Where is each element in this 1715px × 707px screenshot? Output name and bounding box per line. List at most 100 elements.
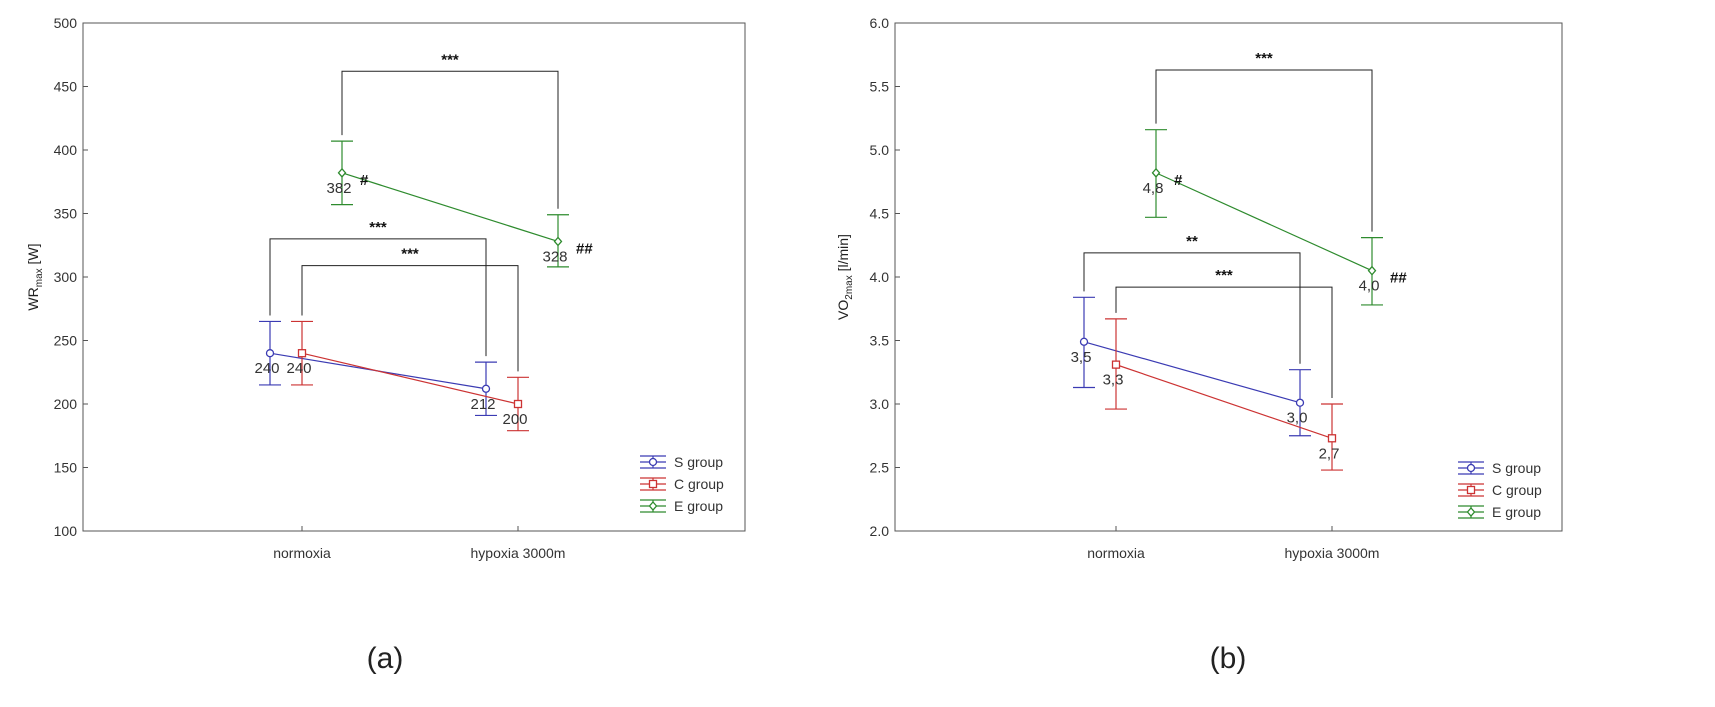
- data-label: 4,0: [1359, 278, 1380, 295]
- significance-label: ***: [1215, 267, 1233, 284]
- y-tick-label: 150: [54, 460, 78, 476]
- y-tick-label: 200: [54, 396, 78, 412]
- y-axis-label-main: WR: [25, 287, 41, 310]
- y-tick-label: 500: [54, 15, 78, 31]
- data-point: [1367, 265, 1377, 276]
- data-point: [481, 384, 491, 393]
- plot-frame: [82, 22, 746, 532]
- series-line: [301, 352, 519, 405]
- y-tick-label: 2.5: [870, 460, 890, 476]
- data-label: 3,3: [1103, 372, 1124, 389]
- y-tick-label: 100: [54, 523, 78, 539]
- significance-mark: ##: [576, 240, 593, 257]
- y-tick-label: 6.0: [870, 15, 890, 31]
- significance-label: ***: [1255, 50, 1273, 67]
- y-tick-label: 250: [54, 333, 78, 349]
- data-label: 212: [470, 396, 495, 413]
- significance-mark: #: [360, 172, 369, 189]
- data-label: 3,0: [1287, 410, 1308, 427]
- significance-label: **: [1186, 233, 1198, 250]
- data-label: 4,8: [1143, 180, 1164, 197]
- significance-mark: ##: [1390, 270, 1407, 287]
- series-s-group: 240 212: [254, 320, 497, 417]
- data-point: [265, 349, 275, 358]
- legend-label: S group: [1492, 460, 1541, 476]
- series-c-group: 240 200: [286, 320, 529, 432]
- y-axis-label-unit: [l/min]: [835, 234, 851, 275]
- series-line: [341, 172, 559, 243]
- data-point: [1295, 398, 1305, 407]
- series-c-group: 3,3 2,7: [1103, 318, 1343, 471]
- data-label: 3,5: [1071, 349, 1092, 366]
- data-label: 2,7: [1319, 445, 1340, 462]
- significance-bracket: [341, 70, 559, 209]
- x-tick-label: normoxia: [273, 545, 331, 561]
- y-tick-label: 5.0: [870, 142, 890, 158]
- significance-bracket: [301, 265, 519, 372]
- y-axis-label-unit: [W]: [25, 243, 41, 268]
- data-label: 240: [286, 360, 311, 377]
- significance-mark: #: [1174, 172, 1183, 189]
- chart-panel-a: 100 150 200 250 300 350 400 450 500 normoxia hypox…: [25, 15, 746, 561]
- y-tick-label: 2.0: [870, 523, 890, 539]
- significance-label: ***: [441, 51, 459, 68]
- y-tick-label: 4.0: [870, 269, 890, 285]
- legend-marker: [1466, 463, 1476, 473]
- series-line: [1115, 364, 1333, 439]
- significance-label: ***: [369, 219, 387, 236]
- significance-bracket: [269, 238, 487, 357]
- y-tick-label: 350: [54, 206, 78, 222]
- data-label: 382: [326, 180, 351, 197]
- legend: S group C group E group: [640, 454, 724, 514]
- data-point: [1111, 360, 1121, 369]
- y-tick-label: 3.0: [870, 396, 890, 412]
- y-axis-label-subscript: max: [34, 268, 45, 287]
- legend-label: C group: [1492, 482, 1542, 498]
- data-point: [297, 349, 307, 358]
- data-label: 328: [542, 248, 567, 265]
- legend-marker: [1466, 507, 1476, 517]
- legend-marker: [648, 501, 658, 511]
- panel-label: (a): [367, 642, 404, 675]
- data-point: [1151, 167, 1161, 178]
- legend-label: S group: [674, 454, 723, 470]
- y-axis-label-main: VO: [835, 300, 851, 320]
- y-tick-label: 3.5: [870, 333, 890, 349]
- x-tick-label: normoxia: [1087, 545, 1145, 561]
- x-tick-label: hypoxia 3000m: [471, 545, 566, 561]
- y-tick-label: 300: [54, 269, 78, 285]
- data-label: 240: [254, 360, 279, 377]
- significance-bracket: [1083, 252, 1301, 364]
- legend-marker: [648, 457, 658, 467]
- y-tick-label: 400: [54, 142, 78, 158]
- legend-label: C group: [674, 476, 724, 492]
- significance-label: ***: [401, 246, 419, 263]
- significance-bracket: [1115, 286, 1333, 398]
- series-e-group: 4,8 #4,0 ##: [1143, 129, 1407, 306]
- data-point: [1327, 434, 1337, 443]
- data-point: [337, 167, 347, 178]
- x-tick-label: hypoxia 3000m: [1285, 545, 1380, 561]
- chart-panel-b: 2.0 2.5 3.0 3.5 4.0 4.5 5.0 5.5 6.0 normoxia hypox…: [835, 15, 1563, 561]
- legend-label: E group: [674, 498, 723, 514]
- data-label: 200: [502, 411, 527, 428]
- y-axis-label: VO2max [l/min]: [835, 234, 855, 320]
- series-line: [1083, 341, 1301, 404]
- series-s-group: 3,5 3,0: [1071, 296, 1311, 437]
- series-line: [1155, 172, 1373, 272]
- y-tick-label: 450: [54, 79, 78, 95]
- y-axis-label: WRmax [W]: [25, 243, 45, 310]
- panel-label: (b): [1210, 642, 1247, 675]
- y-tick-label: 4.5: [870, 206, 890, 222]
- y-tick-label: 5.5: [870, 79, 890, 95]
- significance-bracket: [1155, 69, 1373, 232]
- legend-label: E group: [1492, 504, 1541, 520]
- legend-marker: [1466, 485, 1476, 495]
- legend-marker: [648, 479, 658, 489]
- data-point: [513, 399, 523, 409]
- data-point: [553, 236, 563, 247]
- series-e-group: 382 #328 ##: [326, 140, 593, 268]
- data-point: [1079, 337, 1089, 346]
- legend: S group C group E group: [1458, 460, 1542, 520]
